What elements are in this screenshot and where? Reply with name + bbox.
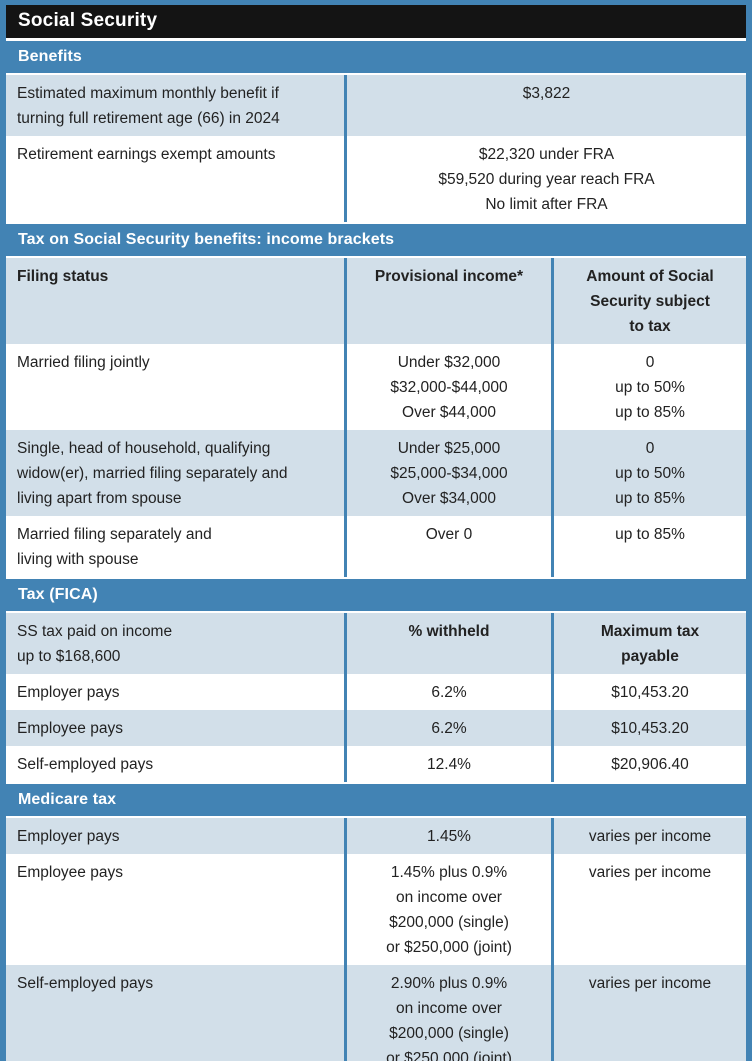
medicare-note-value: varies per income xyxy=(551,965,746,1061)
withheld-value: 6.2% xyxy=(344,674,551,710)
payer-label: Employee pays xyxy=(6,854,344,965)
withheld-value: 6.2% xyxy=(344,710,551,746)
filing-status-label: Married filing jointly xyxy=(6,344,344,430)
income-brackets-table: Filing status Provisional income* Amount… xyxy=(6,258,746,577)
payer-label: Employer pays xyxy=(6,674,344,710)
section-header-income-brackets: Tax on Social Security benefits: income … xyxy=(6,224,746,256)
card-inner: Social Security Benefits Estimated maxim… xyxy=(6,5,746,1061)
column-header-filing-status: Filing status xyxy=(6,258,344,344)
payer-label: Self-employed pays xyxy=(6,746,344,782)
section-header-fica: Tax (FICA) xyxy=(6,579,746,611)
benefits-row-label: Retirement earnings exempt amounts xyxy=(6,136,344,222)
amount-subject-value: 0 up to 50% up to 85% xyxy=(551,430,746,516)
medicare-table: Employer pays 1.45% varies per income Em… xyxy=(6,818,746,1061)
provisional-income-value: Over 0 xyxy=(344,516,551,577)
filing-status-label: Married filing separately and living wit… xyxy=(6,516,344,577)
column-header-amount-subject: Amount of Social Security subject to tax xyxy=(551,258,746,344)
provisional-income-value: Under $32,000 $32,000-$44,000 Over $44,0… xyxy=(344,344,551,430)
medicare-note-value: varies per income xyxy=(551,854,746,965)
column-header-percent-withheld: % withheld xyxy=(344,613,551,674)
withheld-value: 12.4% xyxy=(344,746,551,782)
fica-table: SS tax paid on income up to $168,600 % w… xyxy=(6,613,746,782)
medicare-rate-value: 2.90% plus 0.9% on income over $200,000 … xyxy=(344,965,551,1061)
provisional-income-value: Under $25,000 $25,000-$34,000 Over $34,0… xyxy=(344,430,551,516)
benefits-row-value: $22,320 under FRA $59,520 during year re… xyxy=(344,136,746,222)
medicare-note-value: varies per income xyxy=(551,818,746,854)
benefits-table: Estimated maximum monthly benefit if tur… xyxy=(6,75,746,222)
max-tax-value: $10,453.20 xyxy=(551,674,746,710)
column-header-max-tax: Maximum tax payable xyxy=(551,613,746,674)
payer-label: Self-employed pays xyxy=(6,965,344,1061)
benefits-row-label: Estimated maximum monthly benefit if tur… xyxy=(6,75,344,136)
page-title: Social Security xyxy=(6,5,746,38)
amount-subject-value: up to 85% xyxy=(551,516,746,577)
section-header-medicare: Medicare tax xyxy=(6,784,746,816)
filing-status-label: Single, head of household, qualifying wi… xyxy=(6,430,344,516)
max-tax-value: $20,906.40 xyxy=(551,746,746,782)
payer-label: Employee pays xyxy=(6,710,344,746)
max-tax-value: $10,453.20 xyxy=(551,710,746,746)
medicare-rate-value: 1.45% xyxy=(344,818,551,854)
amount-subject-value: 0 up to 50% up to 85% xyxy=(551,344,746,430)
column-header-provisional-income: Provisional income* xyxy=(344,258,551,344)
benefits-row-value: $3,822 xyxy=(344,75,746,136)
column-header-ss-tax: SS tax paid on income up to $168,600 xyxy=(6,613,344,674)
section-header-benefits: Benefits xyxy=(6,41,746,73)
payer-label: Employer pays xyxy=(6,818,344,854)
medicare-rate-value: 1.45% plus 0.9% on income over $200,000 … xyxy=(344,854,551,965)
